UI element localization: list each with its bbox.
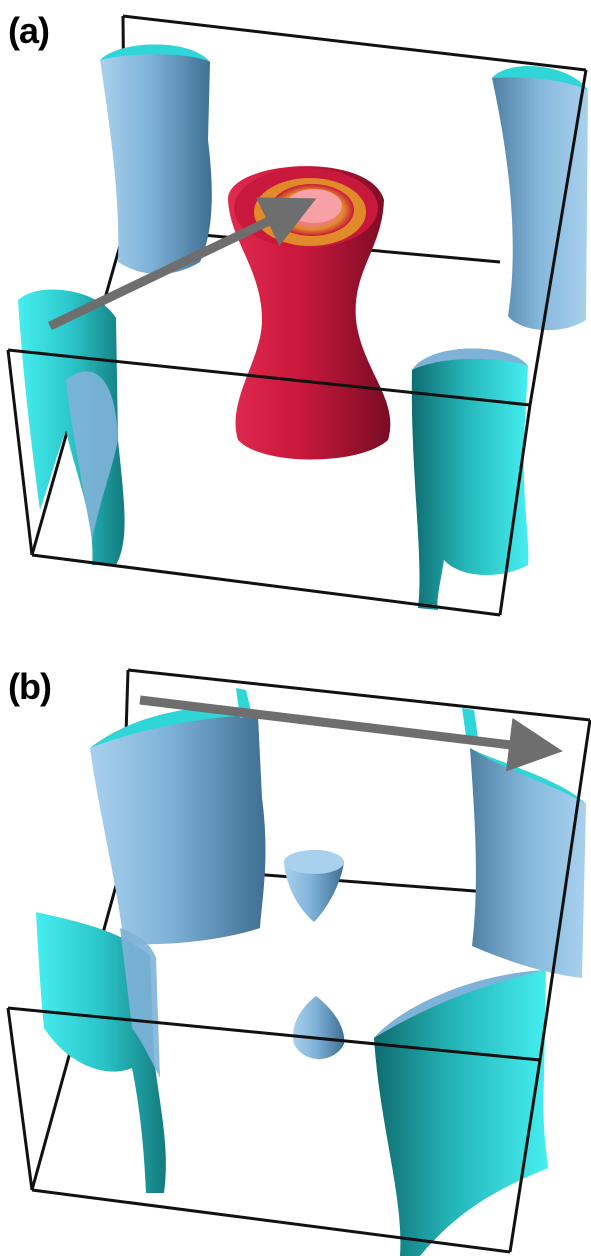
electron-pocket-center [227,166,391,460]
nesting-vector-arrow-b [139,695,563,772]
panel-a: (a) [6,10,588,617]
hole-sheet-back-left [100,44,212,275]
brillouin-box-front-edges [6,69,588,617]
hole-sheet-back-right-b [462,708,586,978]
panel-label-b: (b) [8,666,52,707]
small-pocket-upper [284,850,344,922]
electron-sheet-front-left [18,289,125,565]
small-pocket-lower [292,996,345,1059]
electron-sheet-front-right-b [374,970,548,1256]
electron-sheet-front-left-b [36,912,166,1193]
hole-sheet-back-left-b [90,688,266,945]
electron-sheet-front-right [411,348,529,610]
fermi-surface-diagram-b [6,668,591,1256]
hole-sheet-back-right [492,66,588,331]
panel-b: (b) [0,628,591,1256]
fermi-surface-diagram-a [6,14,588,617]
nesting-vector-arrow-a [48,197,317,331]
panel-label-a: (a) [8,10,50,51]
brillouin-box-front-edges-b [6,719,591,1254]
